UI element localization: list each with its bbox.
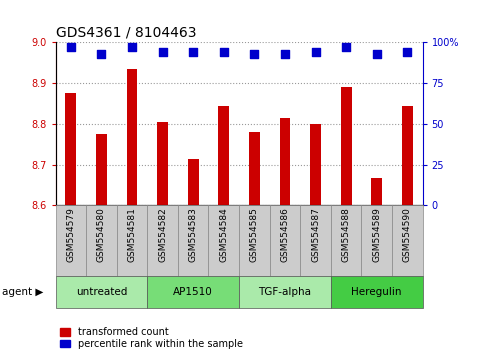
Point (281, 51, 289, 57)
Text: GSM554580: GSM554580 (97, 207, 106, 262)
Text: GSM554589: GSM554589 (372, 207, 381, 262)
Text: GSM554587: GSM554587 (311, 207, 320, 262)
Bar (249, 132, 260, 205)
Bar (402, 105, 412, 205)
Bar (361, 205, 392, 276)
Bar (96, 134, 107, 205)
Point (312, 50, 319, 55)
Bar (117, 205, 147, 276)
Bar (239, 276, 331, 308)
Bar (147, 205, 178, 276)
Bar (392, 205, 423, 276)
Point (403, 50, 411, 55)
Text: untreated: untreated (76, 287, 127, 297)
Bar (341, 87, 352, 205)
Text: agent ▶: agent ▶ (2, 287, 44, 297)
Bar (157, 122, 168, 205)
Bar (218, 105, 229, 205)
Text: GSM554583: GSM554583 (189, 207, 198, 262)
Text: GDS4361 / 8104463: GDS4361 / 8104463 (56, 26, 196, 40)
Point (67, 45, 75, 50)
Bar (280, 118, 290, 205)
Text: GSM554588: GSM554588 (341, 207, 351, 262)
Text: TGF-alpha: TGF-alpha (258, 287, 312, 297)
Point (98, 51, 105, 57)
Bar (209, 205, 239, 276)
Text: AP1510: AP1510 (173, 287, 213, 297)
Bar (66, 93, 76, 205)
Bar (147, 276, 239, 308)
Point (220, 50, 227, 55)
Bar (127, 69, 137, 205)
Bar (86, 205, 117, 276)
Text: GSM554585: GSM554585 (250, 207, 259, 262)
Text: GSM554586: GSM554586 (281, 207, 289, 262)
Point (373, 51, 381, 57)
Text: GSM554581: GSM554581 (128, 207, 137, 262)
Point (189, 50, 197, 55)
Text: Heregulin: Heregulin (352, 287, 402, 297)
Bar (371, 178, 382, 205)
Bar (331, 276, 423, 308)
Bar (239, 205, 270, 276)
Bar (270, 205, 300, 276)
Text: GSM554582: GSM554582 (158, 207, 167, 262)
Text: GSM554590: GSM554590 (403, 207, 412, 262)
Bar (56, 205, 86, 276)
Bar (300, 205, 331, 276)
Point (342, 45, 350, 50)
Point (251, 51, 258, 57)
Bar (178, 205, 209, 276)
Point (159, 50, 167, 55)
Text: GSM554579: GSM554579 (66, 207, 75, 262)
Bar (331, 205, 361, 276)
Bar (310, 124, 321, 205)
Bar (56, 276, 147, 308)
Text: GSM554584: GSM554584 (219, 207, 228, 262)
Point (128, 45, 136, 50)
Legend: transformed count, percentile rank within the sample: transformed count, percentile rank withi… (60, 327, 243, 349)
Bar (188, 159, 199, 205)
